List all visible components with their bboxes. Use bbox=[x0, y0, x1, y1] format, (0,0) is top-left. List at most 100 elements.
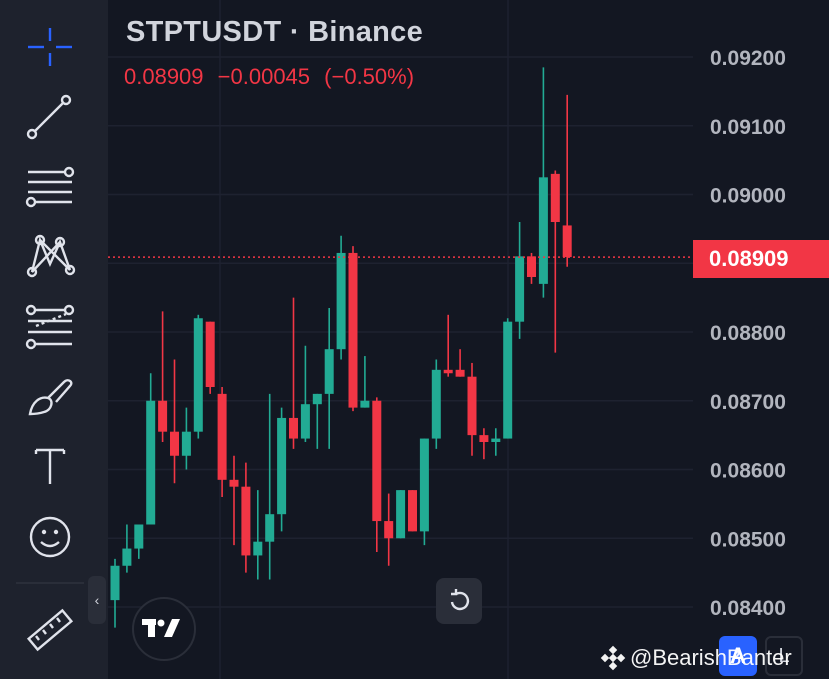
candle-body bbox=[431, 369, 441, 439]
chevron-left-icon: ‹ bbox=[94, 592, 100, 608]
candle-body bbox=[205, 321, 215, 387]
candle-body bbox=[527, 256, 536, 277]
candle-body bbox=[217, 393, 227, 480]
candle bbox=[515, 222, 525, 339]
candle bbox=[193, 314, 203, 439]
price-quote: 0.08909 −0.00045 (−0.50%) bbox=[124, 64, 422, 90]
candle-body bbox=[253, 541, 263, 556]
candle-body bbox=[384, 521, 394, 539]
candle bbox=[527, 252, 536, 284]
candle bbox=[550, 170, 560, 353]
drawing-toolbar bbox=[0, 0, 108, 679]
candle bbox=[372, 397, 382, 552]
crosshair-icon[interactable] bbox=[22, 22, 78, 72]
candle-body bbox=[312, 393, 322, 405]
candle-body bbox=[419, 438, 429, 532]
candle bbox=[336, 235, 346, 360]
candle bbox=[348, 246, 358, 412]
candle-body bbox=[336, 252, 346, 350]
text-icon[interactable] bbox=[22, 442, 78, 492]
candle bbox=[538, 67, 548, 298]
price-change-percent: (−0.50%) bbox=[324, 64, 415, 89]
pattern-icon[interactable] bbox=[22, 232, 78, 282]
candle bbox=[265, 393, 275, 580]
tradingview-logo[interactable] bbox=[132, 597, 196, 661]
candle-body bbox=[170, 431, 179, 456]
y-axis: 0.09200 0.09100 0.09000 0.08800 0.08700 0.086… bbox=[710, 47, 786, 620]
watermark: @BearishBanter bbox=[600, 645, 792, 671]
candle bbox=[467, 362, 477, 456]
reset-chart-button[interactable] bbox=[436, 578, 482, 624]
y-tick-label: 0.09100 bbox=[710, 116, 786, 139]
candle bbox=[300, 345, 310, 442]
candle-body bbox=[479, 435, 489, 442]
candle bbox=[134, 524, 144, 559]
candle-body bbox=[289, 417, 298, 439]
candle-body bbox=[455, 369, 465, 377]
trendline-icon[interactable] bbox=[22, 92, 78, 142]
horizontal-lines-icon[interactable] bbox=[22, 162, 78, 212]
auto-scale-button[interactable]: A bbox=[719, 636, 757, 676]
ruler-icon[interactable] bbox=[22, 606, 78, 656]
candle bbox=[229, 455, 239, 546]
candle bbox=[431, 359, 441, 449]
candlestick-chart[interactable]: 0.09200 0.09100 0.09000 0.08800 0.08700 0.086… bbox=[108, 0, 829, 679]
candle-body bbox=[265, 514, 275, 542]
collapse-toolbar-button[interactable]: ‹ bbox=[88, 576, 106, 624]
binance-icon bbox=[600, 645, 626, 671]
candle-body bbox=[134, 524, 144, 549]
candle-body bbox=[241, 486, 251, 556]
candle-body bbox=[146, 400, 156, 525]
watermark-text: @BearishBanter bbox=[630, 645, 792, 670]
price-change: −0.00045 bbox=[217, 64, 311, 89]
y-tick-label: 0.08700 bbox=[710, 391, 786, 414]
candle bbox=[491, 428, 501, 456]
candle-body bbox=[360, 400, 370, 408]
candle bbox=[384, 493, 394, 566]
brush-icon[interactable] bbox=[22, 372, 78, 422]
candle-body bbox=[277, 417, 287, 515]
candle bbox=[277, 407, 287, 532]
candle bbox=[217, 387, 227, 497]
y-tick-label: 0.08600 bbox=[710, 460, 786, 483]
candle-body bbox=[538, 177, 548, 284]
candle-body bbox=[158, 400, 168, 432]
emoji-icon[interactable] bbox=[22, 512, 78, 562]
candle-body bbox=[515, 256, 525, 322]
candle-body bbox=[550, 173, 560, 222]
candle-body bbox=[467, 376, 477, 436]
candle-body bbox=[229, 479, 239, 487]
candle bbox=[479, 428, 489, 460]
y-tick-label: 0.09000 bbox=[710, 185, 786, 208]
candle-body bbox=[408, 490, 417, 532]
candle bbox=[324, 307, 334, 449]
candle-body bbox=[110, 565, 120, 601]
candle bbox=[122, 524, 132, 573]
candle bbox=[455, 349, 465, 377]
candle-body bbox=[122, 548, 132, 566]
fib-icon[interactable] bbox=[22, 302, 78, 352]
candle bbox=[408, 490, 417, 532]
candles bbox=[110, 67, 572, 628]
candle bbox=[289, 297, 298, 449]
candle bbox=[253, 490, 263, 580]
log-scale-button[interactable]: L bbox=[765, 636, 803, 676]
candle bbox=[312, 393, 322, 449]
candle-body bbox=[372, 400, 382, 522]
candle-body bbox=[300, 404, 310, 439]
last-price: 0.08909 bbox=[124, 64, 204, 89]
y-tick-label: 0.09200 bbox=[710, 47, 786, 70]
candle bbox=[396, 490, 406, 539]
candle bbox=[146, 373, 156, 525]
candle bbox=[241, 462, 251, 573]
candle-body bbox=[324, 349, 334, 394]
candle-body bbox=[348, 252, 358, 408]
chart-grid bbox=[108, 0, 693, 679]
toolbar-divider bbox=[16, 582, 84, 584]
candle-body bbox=[443, 369, 453, 374]
candle bbox=[419, 438, 429, 546]
reset-icon bbox=[450, 589, 470, 611]
candle bbox=[360, 356, 370, 408]
candle-body bbox=[396, 490, 406, 539]
candle bbox=[110, 558, 120, 628]
